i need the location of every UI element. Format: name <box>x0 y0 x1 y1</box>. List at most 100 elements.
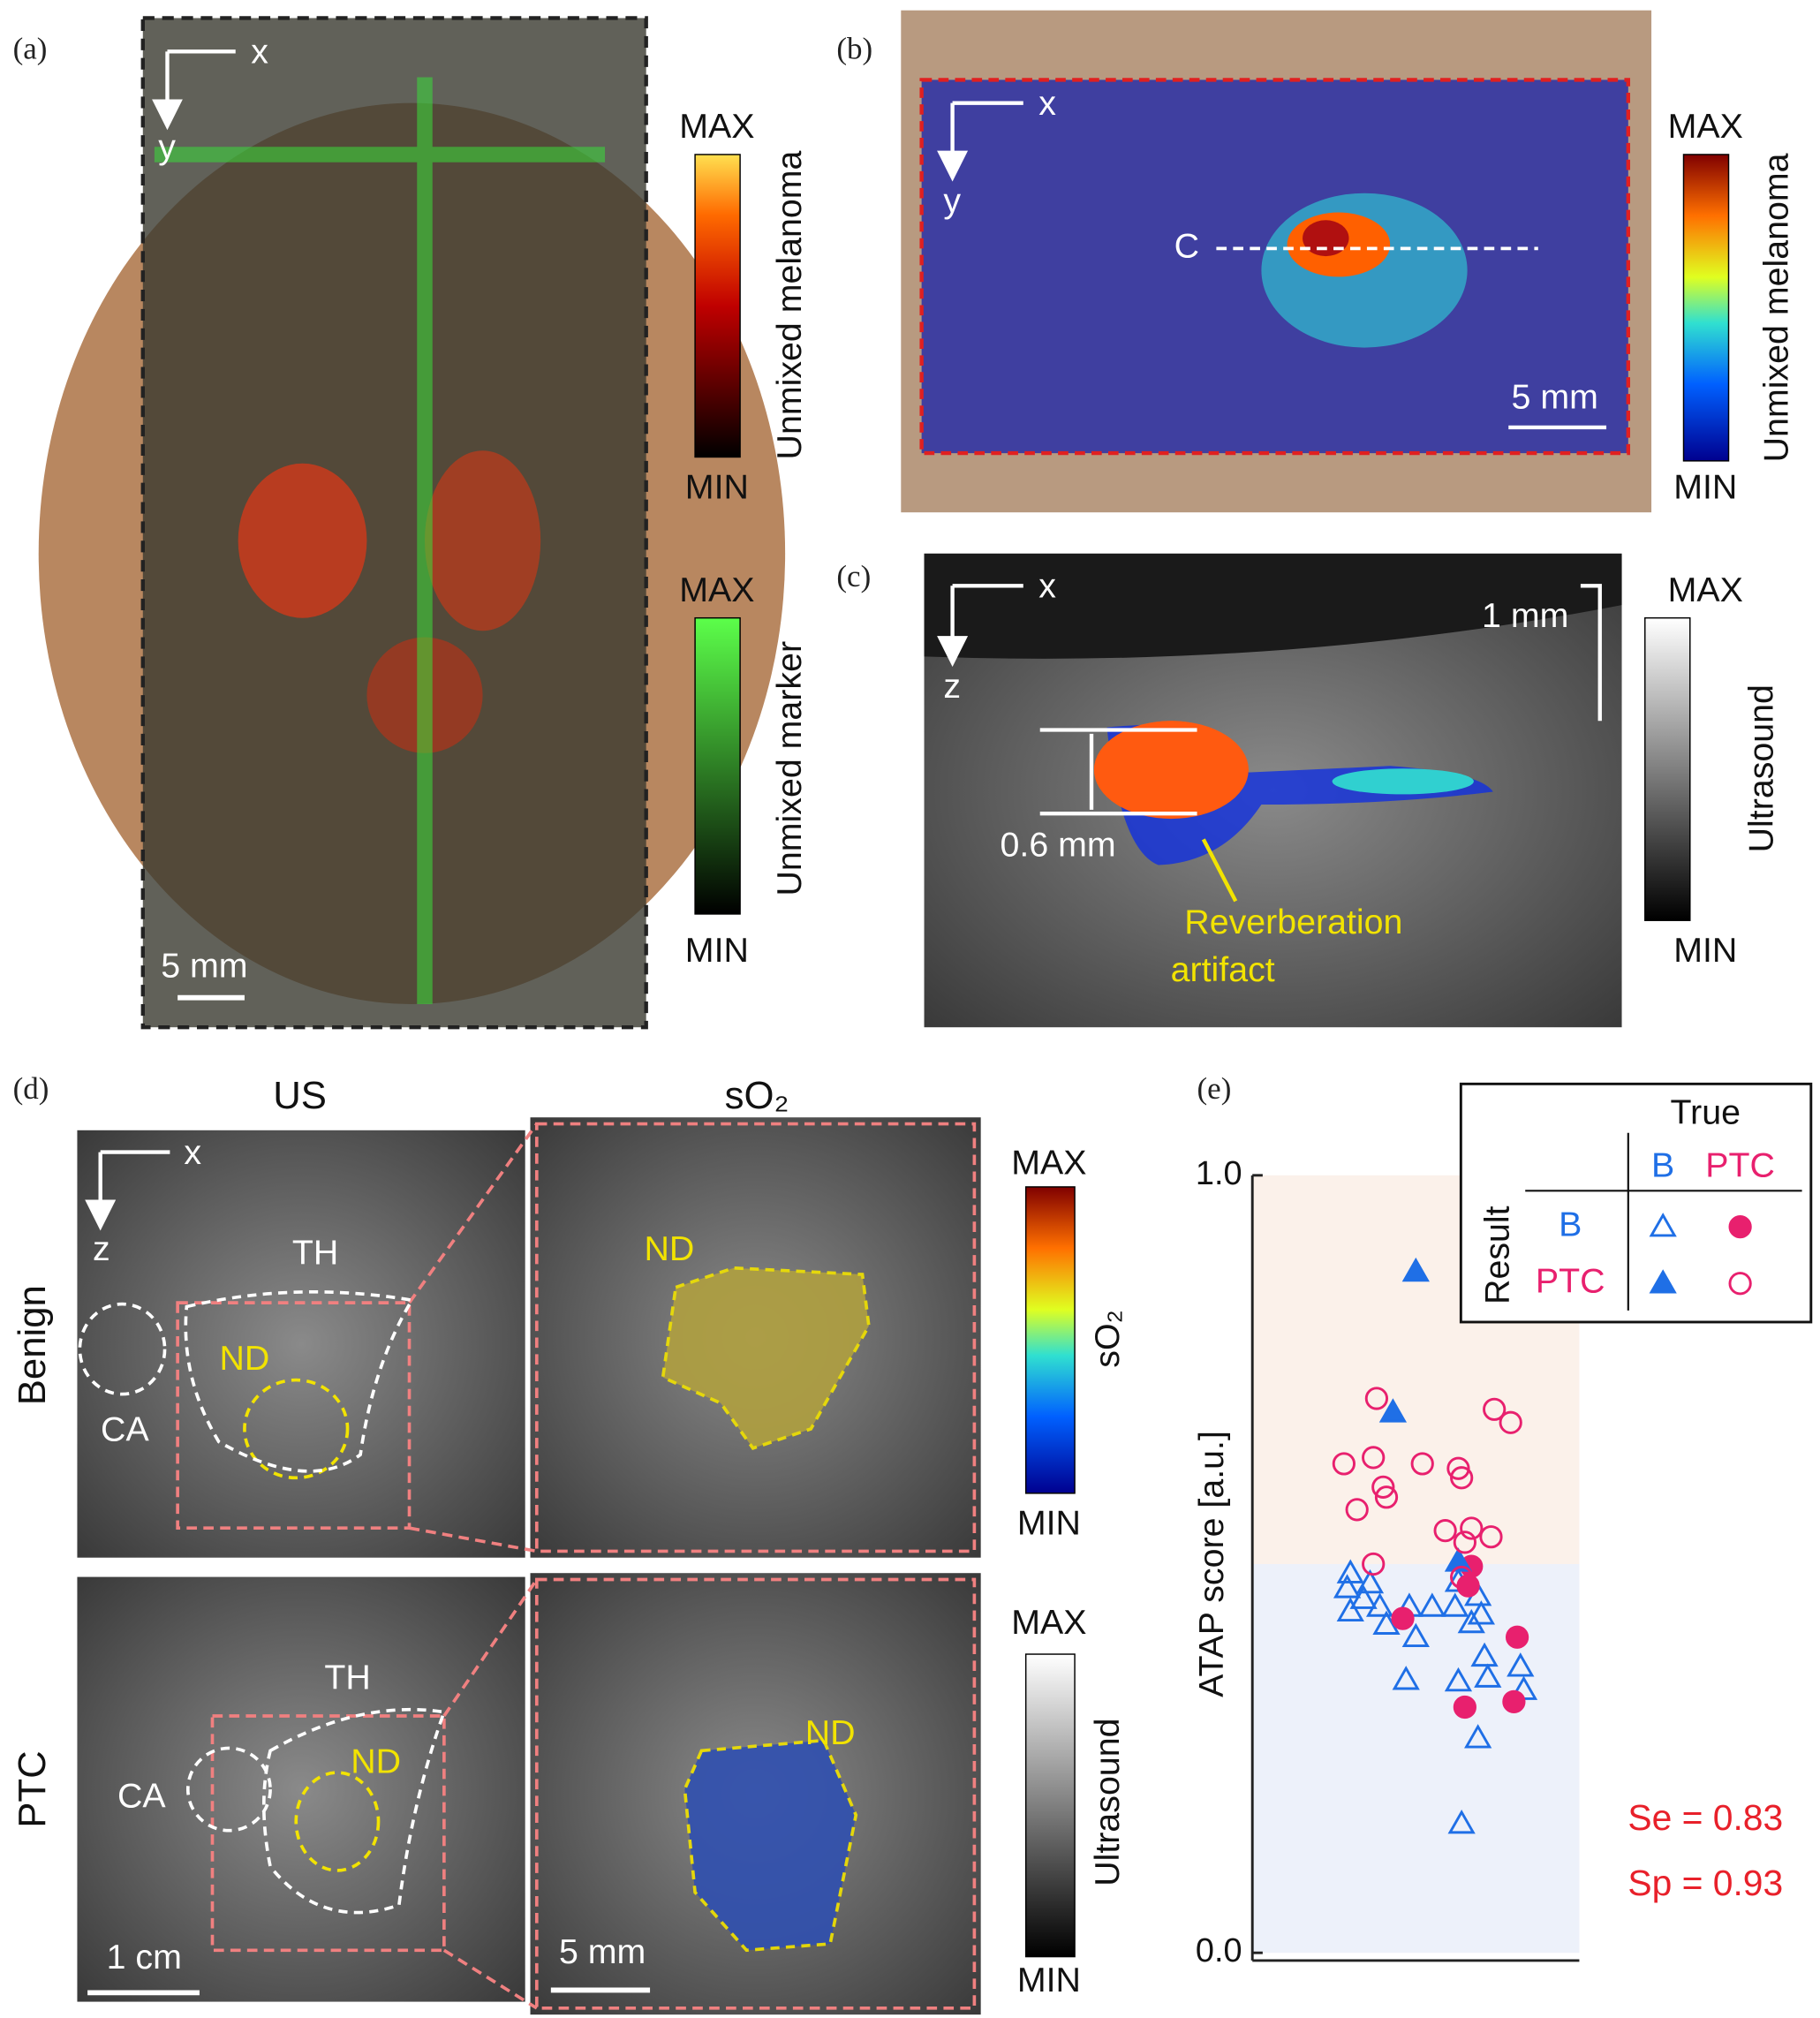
legend-swatch <box>1728 1272 1752 1296</box>
panel-label: (a) <box>13 31 48 65</box>
circle-marker <box>1453 1695 1476 1719</box>
nodule-so2 <box>661 1266 871 1450</box>
panel-label: (e) <box>1197 1071 1232 1106</box>
axis-label: x <box>1038 84 1056 123</box>
nodule-so2 <box>683 1738 858 1953</box>
circle-marker <box>1374 1485 1399 1509</box>
circle-marker <box>1362 1552 1386 1576</box>
triangle-marker <box>1333 1574 1362 1599</box>
circle-marker <box>1502 1689 1526 1713</box>
row-title: PTC <box>11 1750 54 1827</box>
circle-marker <box>1362 1446 1386 1470</box>
circle-marker <box>1446 1456 1470 1480</box>
colorbar <box>1682 154 1730 462</box>
circle-marker <box>1483 1397 1507 1421</box>
thyroid <box>184 1290 415 1473</box>
colorbar-max: MAX <box>1011 1144 1086 1183</box>
scale-bar <box>1580 584 1602 722</box>
region-label: ND <box>805 1713 856 1752</box>
legend-row: PTC <box>1536 1262 1605 1301</box>
colorbar-min: MIN <box>1017 1504 1081 1543</box>
legend-column: B <box>1651 1145 1674 1184</box>
legend-column: PTC <box>1705 1145 1775 1184</box>
annotation: artifact <box>1171 950 1275 989</box>
frame <box>140 16 648 1030</box>
y-tick-label: 1.0 <box>1196 1155 1242 1192</box>
colorbar <box>694 154 741 458</box>
circle-marker <box>1479 1525 1503 1549</box>
thickness-marker <box>1039 728 1197 816</box>
circle-marker <box>1450 1565 1474 1590</box>
colorbar-min: MIN <box>685 931 749 970</box>
circle-marker <box>1460 1516 1484 1540</box>
colorbar-min: MIN <box>1673 467 1737 506</box>
frame <box>919 78 1631 456</box>
colorbar-title: Ultrasound <box>1088 1719 1127 1886</box>
triangle-marker <box>1507 1652 1535 1677</box>
us-image <box>77 1130 525 1558</box>
us-image <box>77 1576 525 2002</box>
axis-label: y <box>158 128 176 167</box>
circle-marker <box>1450 1466 1474 1490</box>
circle-marker <box>1433 1519 1457 1543</box>
triangle-marker <box>1392 1666 1420 1690</box>
image <box>142 18 646 1028</box>
y-tick-label: 0.0 <box>1196 1932 1242 1969</box>
region-label: CA <box>101 1410 149 1448</box>
annotation: Reverberation <box>1184 903 1402 941</box>
carotid <box>78 1302 167 1396</box>
colorbar-title: Unmixed melanoma <box>770 150 809 459</box>
carotid <box>185 1746 272 1833</box>
axis-arrows <box>101 1150 170 1223</box>
legend-swatch <box>1728 1215 1752 1239</box>
region-label: ND <box>645 1229 695 1268</box>
colorbar-max: MAX <box>679 571 754 609</box>
circle-marker <box>1345 1498 1369 1522</box>
scale-bar-label: 5 mm <box>559 1932 646 1971</box>
axis-arrows <box>953 584 1023 659</box>
panel-label: (c) <box>836 559 871 593</box>
triangle-marker <box>1349 1584 1378 1609</box>
zoom-frame <box>534 1122 977 1553</box>
colorbar-min: MIN <box>685 467 749 506</box>
circle-marker <box>1332 1452 1356 1476</box>
scale-bar-label: 5 mm <box>161 947 247 986</box>
circle-marker <box>1499 1410 1522 1434</box>
zoom-lines <box>408 1122 539 2010</box>
image-top <box>924 553 1622 659</box>
circle-marker <box>1364 1387 1389 1410</box>
region-label: CA <box>117 1777 166 1816</box>
signal <box>1093 721 1249 820</box>
circle-marker <box>1505 1625 1529 1649</box>
scale-bar-label: 1 cm <box>107 1938 182 1976</box>
scale-bar-label: 5 mm <box>1512 377 1598 416</box>
signal <box>238 463 367 618</box>
axis-arrows <box>953 101 1023 174</box>
triangle-marker <box>1336 1597 1364 1621</box>
thickness-label: 0.6 mm <box>1001 826 1116 865</box>
triangle-marker <box>1401 1257 1430 1282</box>
panel-label: (b) <box>836 31 872 65</box>
axis-label: z <box>943 667 961 706</box>
colorbar <box>694 616 741 915</box>
axis-label: z <box>93 1229 110 1268</box>
column-title: sO₂ <box>725 1074 789 1117</box>
circle-marker <box>1410 1452 1434 1476</box>
colorbar-max: MAX <box>1668 107 1743 146</box>
region-label: ND <box>220 1339 270 1378</box>
triangle-marker <box>1467 1600 1495 1625</box>
triangle-marker <box>1444 1667 1473 1692</box>
colorbar-title: Ultrasound <box>1741 684 1780 852</box>
nodule <box>243 1378 350 1480</box>
legend-box <box>1459 1082 1813 1324</box>
signal <box>1332 768 1474 795</box>
colorbar-title: sO₂ <box>1088 1310 1127 1368</box>
legend-swatch <box>1649 1269 1677 1294</box>
region-label: TH <box>292 1234 338 1273</box>
colorbar <box>1024 1186 1076 1494</box>
colorbar-max: MAX <box>1011 1603 1086 1642</box>
roi <box>176 1301 412 1531</box>
colorbar <box>1024 1653 1076 1958</box>
colorbar-max: MAX <box>679 107 754 146</box>
